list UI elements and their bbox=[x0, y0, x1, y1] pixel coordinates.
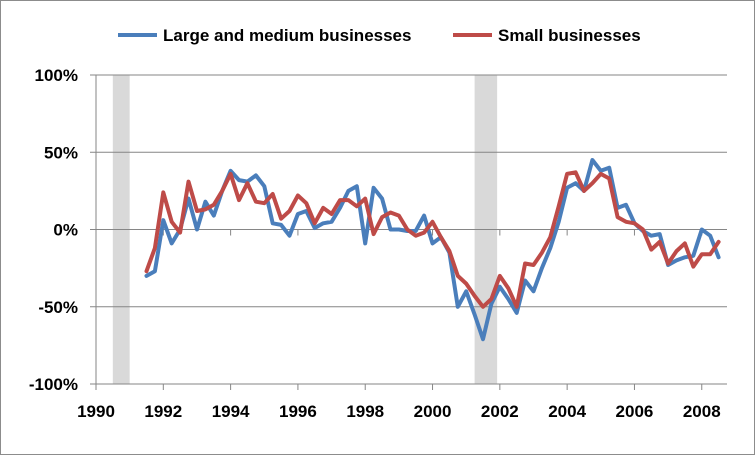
x-tick-label: 1990 bbox=[77, 402, 115, 421]
x-tick-label: 1996 bbox=[279, 402, 317, 421]
legend-label-1: Large and medium businesses bbox=[163, 26, 411, 45]
y-tick-label: 0% bbox=[53, 221, 78, 240]
x-tick-label: 2002 bbox=[481, 402, 519, 421]
x-tick-label: 1998 bbox=[346, 402, 384, 421]
x-tick-label: 2000 bbox=[414, 402, 452, 421]
y-tick-label: 100% bbox=[35, 66, 78, 85]
series-line-1 bbox=[144, 158, 721, 342]
x-tick-label: 2006 bbox=[616, 402, 654, 421]
x-tick-label: 2008 bbox=[683, 402, 721, 421]
x-tick-label: 1994 bbox=[212, 402, 250, 421]
x-tick-label: 1992 bbox=[144, 402, 182, 421]
y-tick-label: 50% bbox=[44, 143, 78, 162]
legend-label-2: Small businesses bbox=[498, 26, 641, 45]
y-tick-label: -50% bbox=[38, 298, 78, 317]
y-tick-label: -100% bbox=[29, 375, 78, 394]
x-tick-label: 2004 bbox=[548, 402, 586, 421]
